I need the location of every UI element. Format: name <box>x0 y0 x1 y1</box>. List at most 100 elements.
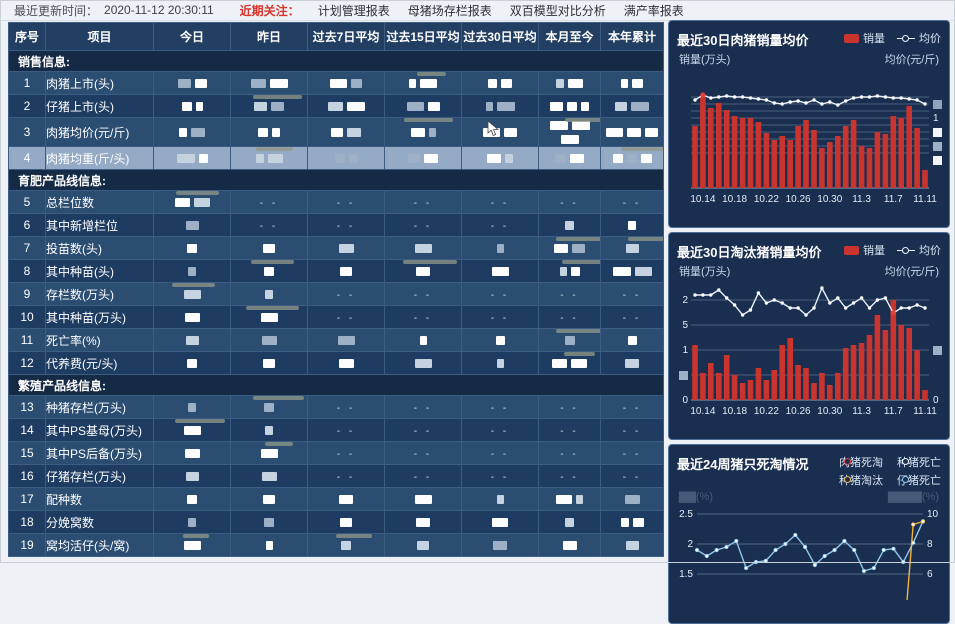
legend-item-1[interactable]: 均价 <box>897 30 941 46</box>
svg-text:10.14: 10.14 <box>690 406 715 417</box>
legend-marker <box>897 246 915 255</box>
value-cell: - - <box>384 213 462 237</box>
row-item-label: 仔猪存栏(万头) <box>45 464 154 488</box>
table-row-19[interactable]: 19 窝均活仔(头/窝) <box>8 533 664 557</box>
legend-item-0[interactable]: 销量 <box>844 30 885 46</box>
table-row-2[interactable]: 2 仔猪上市(头) <box>8 94 664 118</box>
value-cell <box>461 533 539 557</box>
value-cell: - - <box>461 464 539 488</box>
value-cell <box>600 328 664 352</box>
value-cell <box>153 328 231 352</box>
table-row-17[interactable]: 17 配种数 <box>8 487 664 511</box>
svg-text:1: 1 <box>933 113 939 124</box>
value-cell <box>538 259 601 283</box>
table-row-9[interactable]: 9 存栏数(万头) - -- -- -- -- - <box>8 282 664 306</box>
chart2-left-axis-name: 销量(万头) <box>679 266 731 278</box>
link-sow-farm-report[interactable]: 母猪场存栏报表 <box>407 3 492 18</box>
value-cell <box>600 533 664 557</box>
value-cell <box>307 94 385 118</box>
cull-pig-sales-chart: 10.14 10.18 10.22 10.26 10.30 11.3 11.7 11.11 2 5… <box>677 280 942 427</box>
section-row: 繁殖产品线信息: <box>8 374 664 396</box>
row-item-label: 肉猪均价(元/斤) <box>45 117 154 147</box>
value-cell: - - <box>384 190 462 214</box>
recent-focus-label: 近期关注： <box>239 3 300 18</box>
value-cell <box>153 487 231 511</box>
svg-text:0: 0 <box>682 395 688 406</box>
col-header-1: 项目 <box>45 22 154 51</box>
value-cell <box>538 94 601 118</box>
value-cell: - - <box>538 441 601 465</box>
value-cell <box>153 282 231 306</box>
value-cell <box>230 305 308 329</box>
row-item-label: 其中种苗(万头) <box>45 305 154 329</box>
table-row-10[interactable]: 10 其中种苗(万头) - -- -- -- -- - <box>8 305 664 329</box>
row-item-label: 分娩窝数 <box>45 510 154 534</box>
row-number: 18 <box>8 510 46 534</box>
row-item-label: 其中种苗(头) <box>45 259 154 283</box>
legend-marker <box>844 33 859 43</box>
value-cell: - - <box>538 305 601 329</box>
legend-item-0[interactable]: 销量 <box>844 242 885 258</box>
table-row-6[interactable]: 6 其中新增栏位 - -- -- -- - <box>8 213 664 237</box>
table-row-18[interactable]: 18 分娩窝数 <box>8 510 664 534</box>
table-row-3[interactable]: 3 肉猪均价(元/斤) <box>8 117 664 147</box>
value-cell <box>230 441 308 465</box>
value-cell <box>461 487 539 511</box>
value-cell <box>600 71 664 95</box>
row-number: 10 <box>8 305 46 329</box>
value-cell <box>538 236 601 260</box>
chart1-left-axis-name: 销量(万头) <box>679 54 731 66</box>
legend-item-2[interactable]: 种猪淘汰 <box>839 472 883 488</box>
value-cell <box>153 236 231 260</box>
value-cell <box>153 117 231 147</box>
row-number: 15 <box>8 441 46 465</box>
table-row-5[interactable]: 5 总栏位数 - -- -- -- -- -- - <box>8 190 664 214</box>
row-item-label: 其中新增栏位 <box>45 213 154 237</box>
svg-text:11.7: 11.7 <box>884 406 903 417</box>
table-row-16[interactable]: 16 仔猪存栏(万头) - -- -- -- -- - <box>8 464 664 488</box>
value-cell <box>461 351 539 375</box>
legend-item-0[interactable]: 肉猪死淘 <box>839 454 883 470</box>
value-cell: - - <box>384 395 462 419</box>
value-cell <box>461 71 539 95</box>
link-full-capacity-report[interactable]: 满产率报表 <box>623 3 684 18</box>
svg-text:1: 1 <box>682 345 688 356</box>
value-cell: - - <box>600 441 664 465</box>
value-cell <box>384 328 462 352</box>
row-item-label: 配种数 <box>45 487 154 511</box>
row-item-label: 投苗数(头) <box>45 236 154 260</box>
value-cell <box>153 441 231 465</box>
pork-sales-chart: 10.14 10.18 10.22 10.26 10.30 11.3 11.7 11.11 1 <box>677 68 942 215</box>
table-row-12[interactable]: 12 代养费(元/头) <box>8 351 664 375</box>
legend-item-1[interactable]: 种猪死亡 <box>897 454 941 470</box>
value-cell: - - <box>384 441 462 465</box>
svg-text:11.3: 11.3 <box>852 406 871 417</box>
col-header-0: 序号 <box>8 22 46 51</box>
table-row-4[interactable]: 4 肉猪均重(斤/头) <box>8 146 664 170</box>
cull-pig-sales-price-card: 最近30日淘汰猪销量均价 销量 均价 销量(万头) 均价(元/斤) 10.14 10… <box>668 232 950 440</box>
legend-label: 均价 <box>919 33 941 45</box>
svg-text:10.26: 10.26 <box>786 194 811 205</box>
table-row-1[interactable]: 1 肉猪上市(头) <box>8 71 664 95</box>
table-row-7[interactable]: 7 投苗数(头) <box>8 236 664 260</box>
link-plan-report[interactable]: 计划管理报表 <box>317 3 390 18</box>
legend-item-1[interactable]: 均价 <box>897 242 941 258</box>
value-cell: - - <box>538 464 601 488</box>
svg-text:10.26: 10.26 <box>786 406 811 417</box>
value-cell: - - <box>600 190 664 214</box>
table-row-14[interactable]: 14 其中PS基母(万头) - -- -- -- -- - <box>8 418 664 442</box>
chart2-legend: 销量 均价 <box>844 242 941 258</box>
legend-item-3[interactable]: 仔猪死亡 <box>897 472 941 488</box>
table-row-8[interactable]: 8 其中种苗(头) <box>8 259 664 283</box>
value-cell <box>307 117 385 147</box>
table-row-13[interactable]: 13 种猪存栏(万头) - -- -- -- -- - <box>8 395 664 419</box>
link-model-compare-report[interactable]: 双百模型对比分析 <box>509 3 606 18</box>
pork-sales-price-card: 最近30日肉猪销量均价 销量 均价 销量(万头) 均价(元/斤) 10.14 10.… <box>668 20 950 228</box>
value-cell: - - <box>307 282 385 306</box>
svg-text:10.22: 10.22 <box>754 406 779 417</box>
row-number: 6 <box>8 213 46 237</box>
row-item-label: 代养费(元/头) <box>45 351 154 375</box>
table-row-11[interactable]: 11 死亡率(%) <box>8 328 664 352</box>
table-row-15[interactable]: 15 其中PS后备(万头) - -- -- -- -- - <box>8 441 664 465</box>
svg-text:11.11: 11.11 <box>913 194 937 205</box>
